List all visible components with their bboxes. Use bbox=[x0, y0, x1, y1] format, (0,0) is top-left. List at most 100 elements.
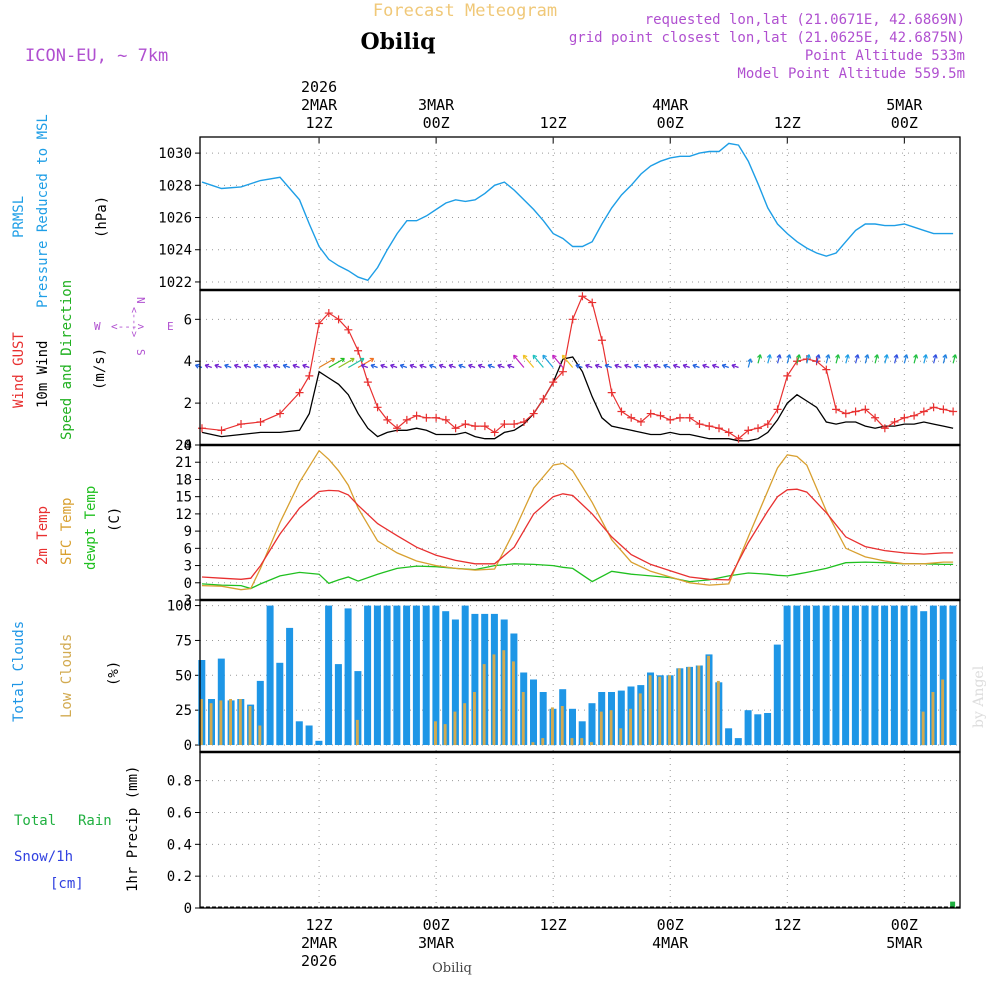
cloud-panel: 0 25 50 75 100 bbox=[167, 599, 961, 754]
wind-arrow-head bbox=[399, 363, 405, 369]
wind-direction-arrow bbox=[767, 354, 771, 364]
wind-arrow-head bbox=[815, 354, 821, 359]
wind-direction-arrow bbox=[653, 364, 661, 369]
wind-arrow-head bbox=[663, 363, 668, 369]
wind-arrow-head bbox=[419, 363, 424, 369]
wind-direction-arrow bbox=[747, 358, 752, 368]
gust-marker bbox=[734, 434, 743, 443]
wind-direction-arrow bbox=[884, 354, 888, 364]
wind-arrow-head bbox=[913, 354, 919, 359]
gust-marker bbox=[237, 420, 246, 429]
temp-ytick-label: 21 bbox=[175, 455, 192, 471]
total-cloud-bar bbox=[539, 692, 547, 745]
total-cloud-bar bbox=[812, 605, 820, 745]
wind-arrow-head bbox=[854, 354, 860, 359]
gust-marker bbox=[383, 415, 392, 424]
top-tick-label: 00Z bbox=[423, 114, 450, 132]
total-cloud-bar bbox=[530, 679, 537, 745]
wind-arrow-head bbox=[302, 363, 307, 369]
sfc-temp-line bbox=[201, 449, 954, 591]
wind-direction-arrow bbox=[825, 354, 830, 364]
cloud-ytick-label: 100 bbox=[167, 599, 192, 615]
wind-arrow-head bbox=[952, 354, 958, 359]
wind-direction-arrow bbox=[731, 364, 739, 369]
wind-direction-arrow bbox=[273, 364, 281, 369]
gust-marker bbox=[568, 315, 577, 324]
wind-arrow-head bbox=[702, 363, 707, 369]
total-cloud-bar bbox=[305, 725, 313, 745]
gust-marker bbox=[529, 409, 538, 418]
wind-arrow-head bbox=[253, 363, 258, 369]
total-cloud-bar bbox=[754, 714, 762, 745]
gust-marker bbox=[783, 371, 792, 380]
total-cloud-bar bbox=[910, 605, 918, 745]
gust-marker bbox=[539, 394, 548, 403]
wind-direction-arrow bbox=[585, 364, 593, 369]
total-cloud-bar bbox=[393, 605, 401, 745]
total-cloud-bar bbox=[256, 680, 264, 745]
wind-direction-arrow bbox=[712, 364, 720, 369]
total-cloud-bar bbox=[364, 605, 372, 745]
precip-ytick-label: 0.2 bbox=[167, 869, 192, 885]
low-cloud-bar bbox=[590, 742, 593, 745]
gust-marker bbox=[422, 413, 431, 422]
total-cloud-bar bbox=[900, 605, 908, 745]
total-cloud-bar bbox=[861, 605, 869, 745]
temp-ytick-label: -3 bbox=[175, 593, 192, 609]
low-cloud-bar bbox=[355, 719, 359, 745]
wind-arrow-head bbox=[429, 363, 434, 369]
wind-arrow-head bbox=[757, 354, 763, 359]
total-cloud-bar bbox=[276, 662, 284, 746]
low-cloud-bar bbox=[570, 738, 574, 746]
wind-arrow-head bbox=[776, 354, 782, 359]
gust-marker bbox=[890, 417, 899, 426]
low-cloud-bar bbox=[209, 703, 213, 745]
low-cloud-bar bbox=[492, 654, 496, 745]
gust-marker bbox=[315, 319, 324, 328]
wind-arrow-head bbox=[477, 363, 483, 369]
wind-arrow-head bbox=[448, 363, 454, 369]
wind-direction-arrow bbox=[361, 364, 369, 369]
wind-arrow-head bbox=[330, 357, 336, 363]
wind-speed-line bbox=[201, 356, 954, 442]
gust-marker bbox=[871, 413, 880, 422]
wind-direction-arrow bbox=[604, 364, 612, 369]
bottom-tick-label: 00Z bbox=[657, 916, 684, 934]
wind-arrow-head bbox=[594, 363, 600, 369]
low-cloud-bar bbox=[560, 706, 564, 745]
low-cloud-bar bbox=[648, 675, 652, 745]
wind-direction-arrow bbox=[283, 364, 290, 369]
wind-direction-arrow bbox=[357, 357, 374, 369]
gust-marker bbox=[695, 420, 704, 429]
total-cloud-bar bbox=[744, 710, 752, 746]
total-cloud-bar bbox=[383, 605, 391, 745]
wind-direction-arrow bbox=[478, 364, 486, 369]
gust-marker bbox=[910, 411, 919, 420]
wind-direction-arrow bbox=[933, 354, 937, 364]
wind-unit: (m/s) bbox=[92, 348, 108, 390]
wind-direction-arrow bbox=[721, 364, 729, 369]
compass-south: S bbox=[134, 349, 147, 356]
wind-arrow-head bbox=[747, 358, 753, 363]
wind-direction-arrow bbox=[224, 364, 232, 369]
gust-marker bbox=[841, 409, 850, 418]
temp-ytick-label: 24 bbox=[175, 438, 192, 454]
total-cloud-bar bbox=[471, 613, 479, 745]
low-cloud-bar bbox=[248, 706, 252, 745]
wind-arrow-head bbox=[561, 354, 567, 360]
wind-direction-arrow bbox=[757, 354, 761, 364]
pressure-ytick-label: 1030 bbox=[158, 146, 192, 162]
wind-arrow-head bbox=[604, 363, 610, 369]
pressure-unit: (hPa) bbox=[94, 196, 110, 238]
wind-arrow-head bbox=[805, 354, 811, 359]
rain-label-b: Rain bbox=[78, 813, 112, 829]
temp-ytick-label: 9 bbox=[184, 524, 192, 540]
low-cloud-bar bbox=[707, 655, 710, 745]
low-cloud-bar bbox=[658, 676, 662, 745]
gust-marker bbox=[724, 428, 733, 437]
wind-direction-arrow bbox=[913, 354, 918, 364]
gust-marker bbox=[217, 426, 226, 435]
precip-ytick-label: 0.8 bbox=[167, 774, 192, 790]
gust-marker bbox=[675, 413, 684, 422]
prmsl-label: PRMSL bbox=[11, 196, 27, 238]
